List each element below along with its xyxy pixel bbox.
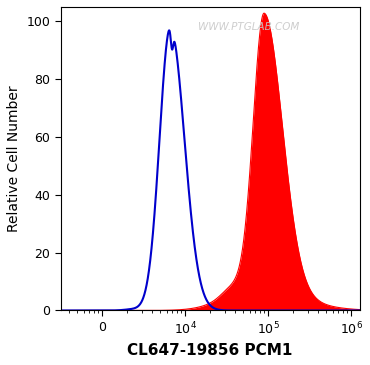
Text: WWW.PTGLAB.COM: WWW.PTGLAB.COM — [198, 22, 300, 32]
X-axis label: CL647-19856 PCM1: CL647-19856 PCM1 — [127, 343, 293, 358]
Y-axis label: Relative Cell Number: Relative Cell Number — [7, 85, 21, 232]
